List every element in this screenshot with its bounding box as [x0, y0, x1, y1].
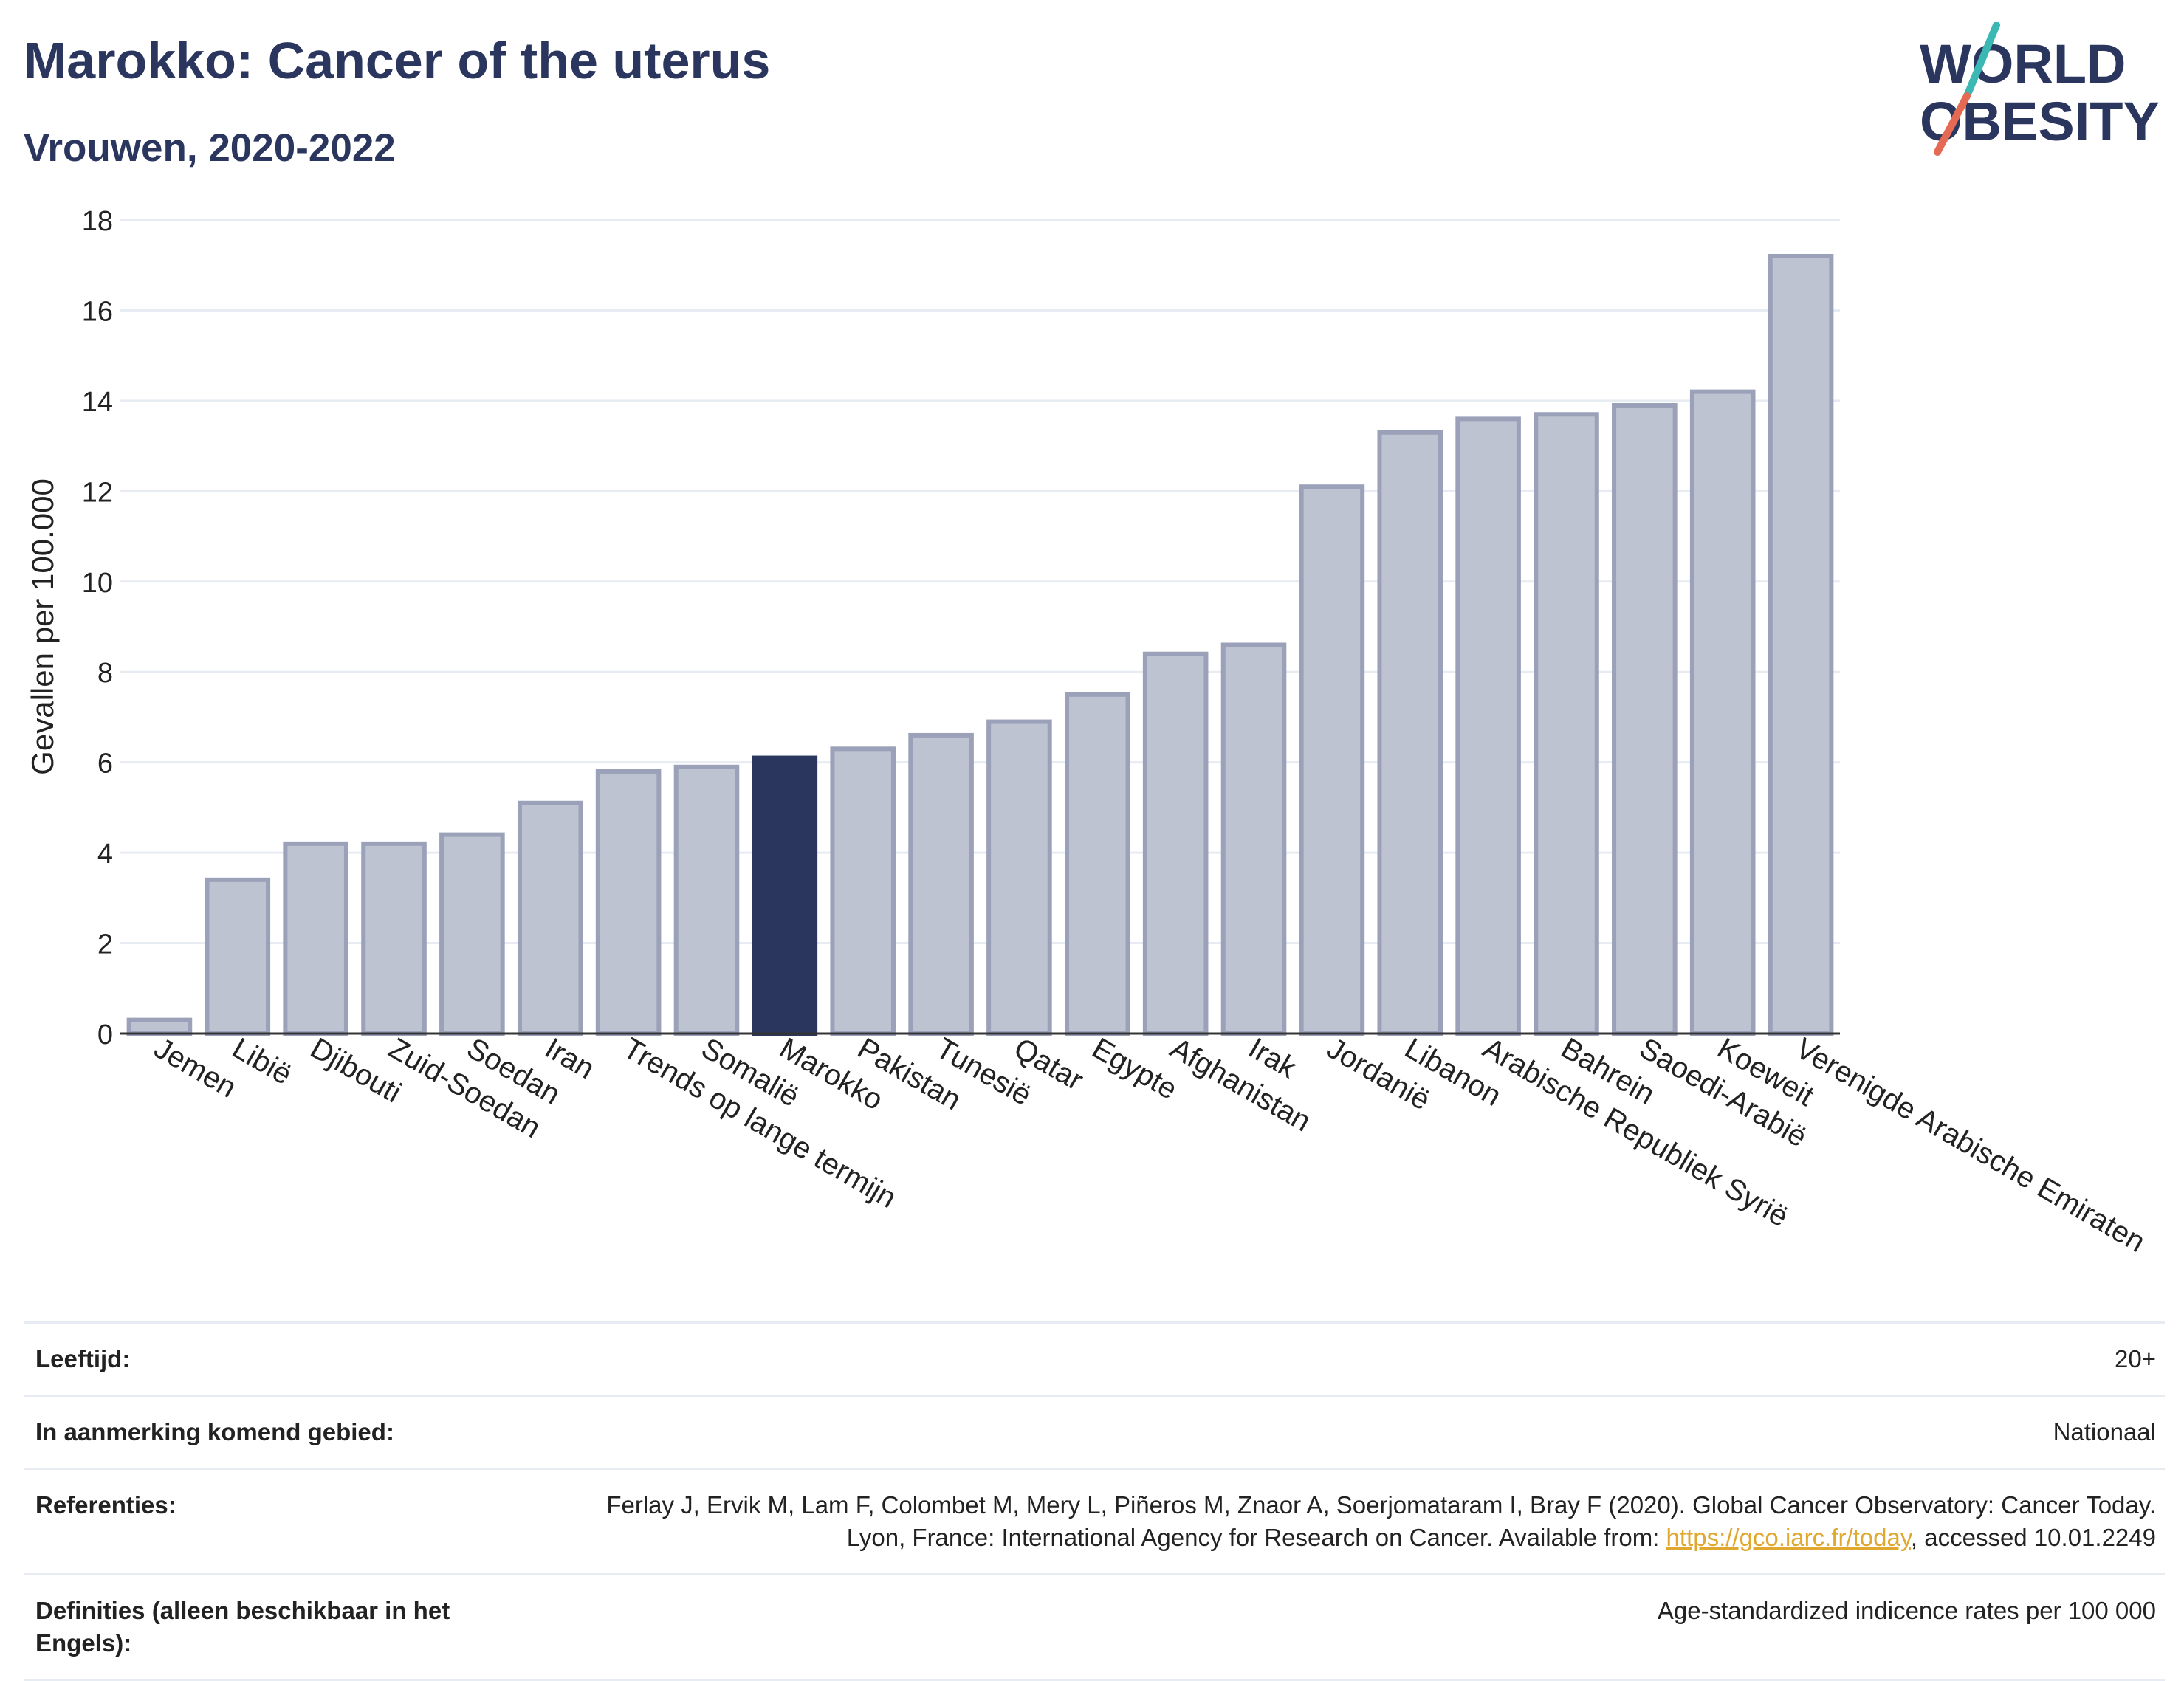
bar [1299, 484, 1365, 1036]
bar [126, 1017, 193, 1036]
definitions-row: Definities (alleen beschikbaar in het En… [24, 1573, 2165, 1681]
logo-line1: WORLD [1920, 33, 2126, 94]
age-row: Leeftijd: 20+ [24, 1321, 2165, 1395]
bar [752, 755, 818, 1036]
bar [1455, 416, 1521, 1036]
bar [283, 841, 348, 1037]
bar [1220, 642, 1287, 1036]
bar [673, 764, 740, 1037]
references-value: Ferlay J, Ervik M, Lam F, Colombet M, Me… [605, 1489, 2156, 1554]
bar [1377, 430, 1443, 1036]
bar [1065, 692, 1130, 1036]
logo-line2: OBESITY [1920, 91, 2160, 152]
x-tick-label: Djibouti [305, 1032, 407, 1110]
age-label: Leeftijd: [35, 1345, 131, 1372]
y-tick-label: 14 [82, 387, 113, 418]
y-tick-label: 8 [97, 658, 113, 689]
area-row: In aanmerking komend gebied: Nationaal [24, 1395, 2165, 1468]
definitions-value: Age-standardized indicence rates per 100… [1657, 1597, 2156, 1624]
chart-subtitle: Vrouwen, 2020-2022 [24, 126, 396, 170]
y-tick-label: 6 [97, 749, 113, 780]
x-tick-label: Egypte [1087, 1032, 1183, 1106]
bar [908, 732, 974, 1037]
references-text: Ferlay J, Ervik M, Lam F, Colombet M, Me… [606, 1491, 2156, 1551]
y-tick-label: 0 [97, 1020, 113, 1051]
bar [205, 877, 271, 1037]
y-axis-label: Gevallen per 100.000 [25, 478, 60, 775]
bar-chart: 0 2 4 6 8 10 12 14 16 18 Gevallen per 100.000 Jemen… [25, 206, 2151, 1259]
info-table: Leeftijd: 20+ In aanmerking komend gebie… [24, 1321, 2165, 1681]
bar [439, 832, 505, 1036]
y-tick-label: 10 [82, 568, 113, 599]
bar [830, 746, 896, 1036]
bar [1689, 389, 1756, 1036]
bar [986, 719, 1052, 1036]
area-value: Nationaal [2053, 1418, 2156, 1445]
y-tick-label: 4 [97, 839, 113, 870]
bar [1142, 651, 1209, 1036]
bar [1612, 403, 1678, 1036]
x-tick-label: Jemen [148, 1032, 241, 1104]
bar [361, 841, 427, 1037]
x-tick-label: Afghanistan [1165, 1032, 1316, 1138]
definitions-label: Definities (alleen beschikbaar in het En… [35, 1597, 450, 1657]
bar [1768, 253, 1834, 1036]
references-row: Referenties: Ferlay J, Ervik M, Lam F, C… [24, 1468, 2165, 1573]
references-label: Referenties: [35, 1491, 176, 1519]
age-value: 20+ [2115, 1345, 2156, 1372]
y-tick-label: 18 [82, 206, 113, 237]
y-tick-label: 16 [82, 296, 113, 327]
chart-title: Marokko: Cancer of the uterus [24, 32, 771, 89]
references-link[interactable]: https://gco.iarc.fr/today [1666, 1524, 1911, 1551]
references-accessed: , accessed 10.01.2249 [1910, 1524, 2156, 1551]
y-tick-label: 12 [82, 477, 113, 508]
bar [595, 769, 662, 1037]
bar [517, 800, 583, 1037]
area-label: In aanmerking komend gebied: [35, 1418, 394, 1445]
world-obesity-logo: WORLD OBESITY [1920, 22, 2160, 156]
bar [1534, 412, 1599, 1036]
y-tick-label: 2 [97, 929, 113, 960]
x-tick-label: Verenigde Arabische Emiraten [1790, 1032, 2151, 1259]
